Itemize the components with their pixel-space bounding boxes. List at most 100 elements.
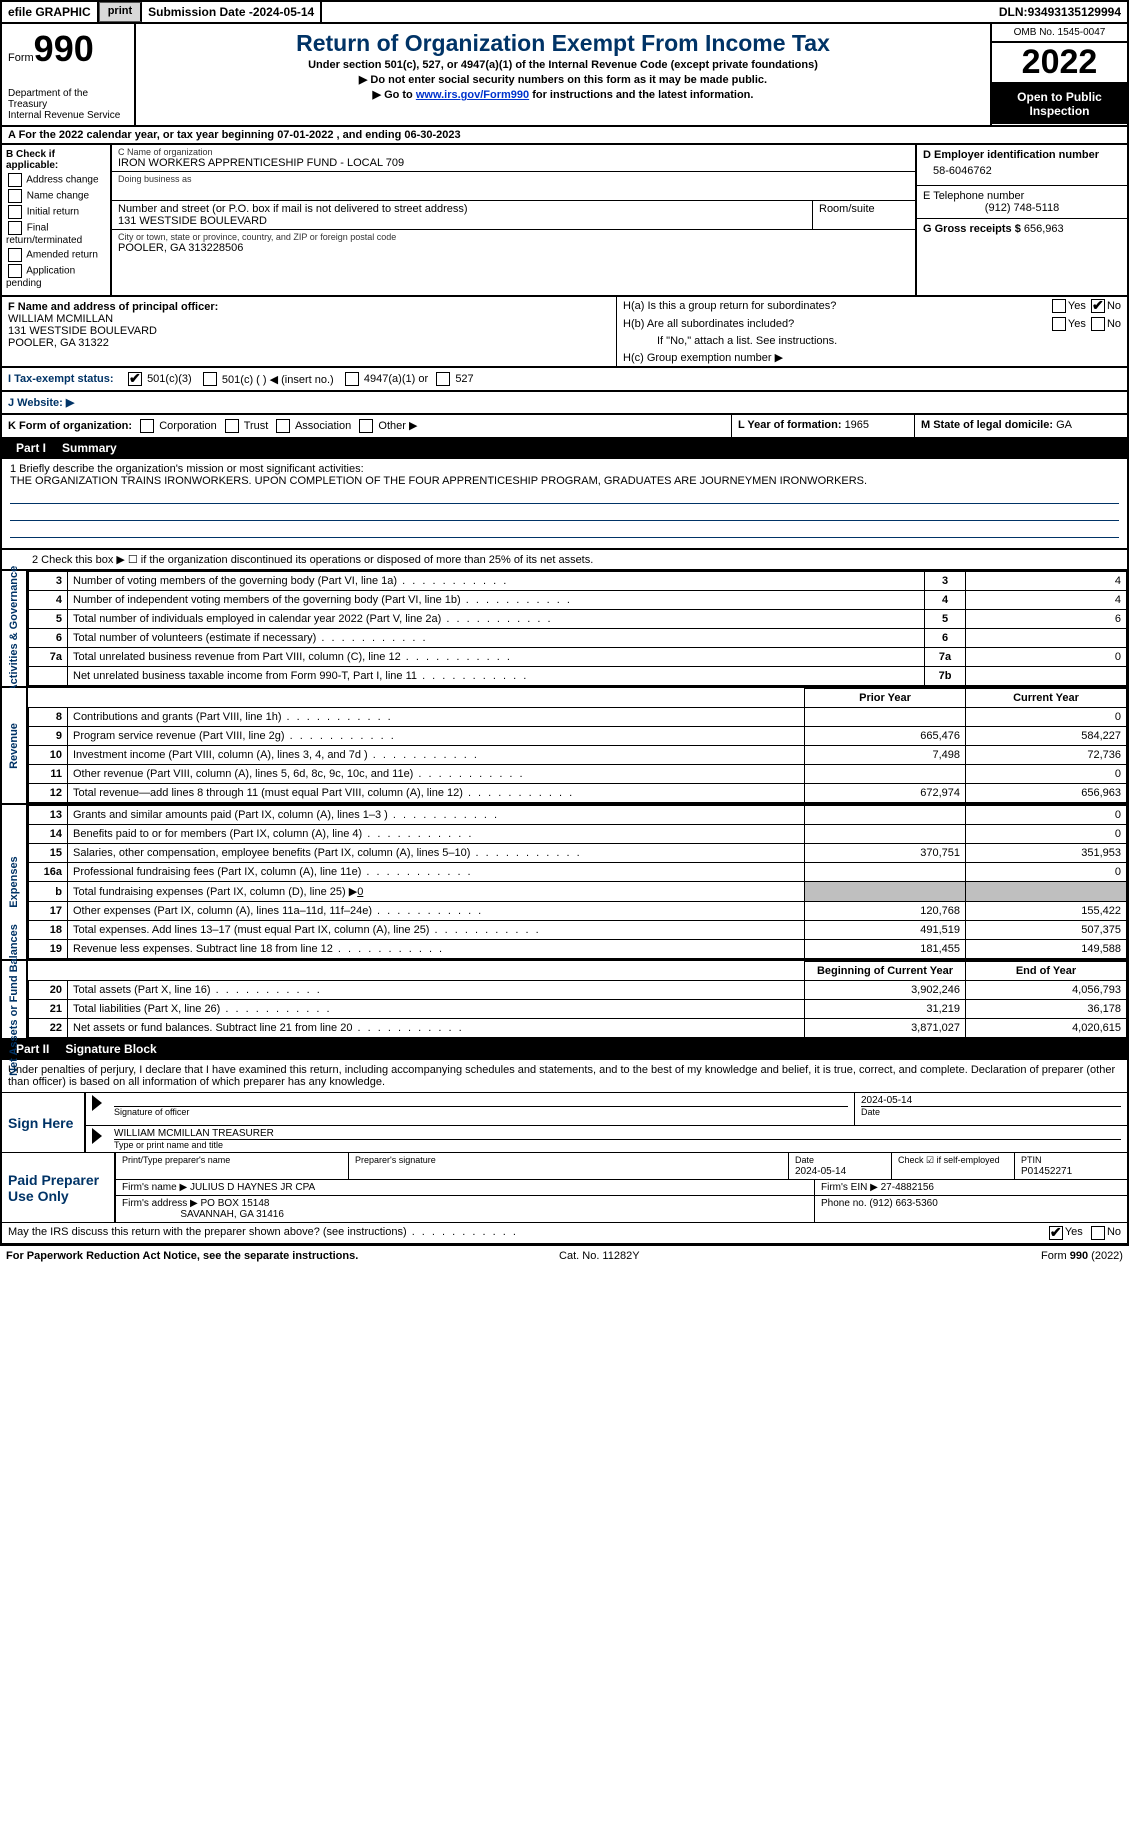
j-label: J Website: ▶ xyxy=(8,396,74,409)
part-1-label: Part I xyxy=(8,441,54,455)
i-4947: 4947(a)(1) or xyxy=(364,373,428,385)
sub-label: Submission Date - xyxy=(148,5,253,19)
addr-label: Number and street (or P.O. box if mail i… xyxy=(118,203,806,215)
omb-number: OMB No. 1545-0047 xyxy=(992,24,1127,43)
sub3-post: for instructions and the latest informat… xyxy=(529,89,753,101)
header-center: Return of Organization Exempt From Incom… xyxy=(136,24,992,125)
part-2-title: Signature Block xyxy=(65,1042,156,1056)
k-label: K Form of organization: xyxy=(8,420,132,432)
header-left: Form990 Department of the Treasury Inter… xyxy=(2,24,136,125)
gross-receipts: 656,963 xyxy=(1024,223,1064,235)
dln-cell: DLN: 93493135129994 xyxy=(993,2,1127,22)
ha-yes: Yes xyxy=(1068,300,1086,312)
chk-amended[interactable] xyxy=(8,248,22,262)
chk-address[interactable] xyxy=(8,173,22,187)
footer-left: For Paperwork Reduction Act Notice, see … xyxy=(6,1250,358,1262)
mission-box: 1 Briefly describe the organization's mi… xyxy=(0,459,1129,550)
section-i: I Tax-exempt status: 501(c)(3) 501(c) ( … xyxy=(0,368,1129,392)
section-j: J Website: ▶ xyxy=(0,392,1129,415)
submission-cell: Submission Date - 2024-05-14 xyxy=(142,2,322,22)
discuss-yes-chk[interactable] xyxy=(1049,1226,1063,1240)
net-label: Net Assets or Fund Balances xyxy=(2,961,28,1038)
subtitle-1: Under section 501(c), 527, or 4947(a)(1)… xyxy=(142,59,984,71)
line-2: 2 Check this box ▶ ☐ if the organization… xyxy=(0,550,1129,571)
i-501c-chk[interactable] xyxy=(203,372,217,386)
hb-note: If "No," attach a list. See instructions… xyxy=(617,333,1127,349)
chk-name[interactable] xyxy=(8,189,22,203)
room-label: Room/suite xyxy=(819,203,909,215)
chk-pending[interactable] xyxy=(8,264,22,278)
firm-name: JULIUS D HAYNES JR CPA xyxy=(190,1182,315,1193)
section-c: C Name of organization IRON WORKERS APPR… xyxy=(112,145,915,295)
street-address: 131 WESTSIDE BOULEVARD xyxy=(118,215,806,227)
section-d-e-g: D Employer identification number 58-6046… xyxy=(915,145,1127,295)
calendar-row: A For the 2022 calendar year, or tax yea… xyxy=(0,127,1129,145)
g-label: G Gross receipts $ xyxy=(923,223,1024,235)
i-501c: 501(c) ( ) ◀ (insert no.) xyxy=(222,373,334,386)
sig-officer-label: Signature of officer xyxy=(114,1106,848,1117)
subtitle-2: ▶ Do not enter social security numbers o… xyxy=(142,73,984,86)
form-label: Form xyxy=(8,52,34,64)
i-label: I Tax-exempt status: xyxy=(8,373,126,385)
ha-no-chk[interactable] xyxy=(1091,299,1105,313)
k-assoc: Association xyxy=(295,420,351,432)
k-assoc-chk[interactable] xyxy=(276,419,290,433)
dln-label: DLN: xyxy=(999,5,1028,19)
prep-sig-label: Preparer's signature xyxy=(355,1155,436,1165)
k-corp-chk[interactable] xyxy=(140,419,154,433)
sub-date: 2024-05-14 xyxy=(253,5,314,19)
hb-yes-chk[interactable] xyxy=(1052,317,1066,331)
opt-address: Address change xyxy=(26,175,98,186)
hb-yes: Yes xyxy=(1068,318,1086,330)
net-section: Net Assets or Fund Balances Beginning of… xyxy=(0,961,1129,1040)
k-other-chk[interactable] xyxy=(359,419,373,433)
l-value: 1965 xyxy=(845,419,869,431)
topbar: efile GRAPHIC print Submission Date - 20… xyxy=(0,0,1129,24)
b-label: B Check if applicable: xyxy=(6,149,106,171)
firm-addr2: SAVANNAH, GA 31416 xyxy=(180,1209,284,1220)
section-b-checkboxes: B Check if applicable: Address change Na… xyxy=(2,145,112,295)
activities-table: 3Number of voting members of the governi… xyxy=(28,571,1127,686)
prep-date-label: Date xyxy=(795,1155,814,1165)
i-4947-chk[interactable] xyxy=(345,372,359,386)
revenue-section: Revenue Prior YearCurrent Year8Contribut… xyxy=(0,688,1129,805)
dept-label: Department of the Treasury Internal Reve… xyxy=(8,88,128,121)
activities-label: Activities & Governance xyxy=(2,571,28,686)
i-501c3-chk[interactable] xyxy=(128,372,142,386)
open-inspection: Open to Public Inspection xyxy=(992,84,1127,124)
efile-label: efile GRAPHIC xyxy=(2,2,99,22)
city-label: City or town, state or province, country… xyxy=(118,232,909,242)
net-table: Beginning of Current YearEnd of Year20To… xyxy=(28,961,1127,1038)
part-1-header: Part I Summary xyxy=(0,439,1129,459)
dba-label: Doing business as xyxy=(118,174,909,184)
discuss-no-chk[interactable] xyxy=(1091,1226,1105,1240)
e-label: E Telephone number xyxy=(923,190,1121,202)
dln-value: 93493135129994 xyxy=(1028,5,1121,19)
d-label: D Employer identification number xyxy=(923,149,1121,161)
firm-name-label: Firm's name ▶ xyxy=(122,1182,190,1193)
footer-right: Form 990 (2022) xyxy=(1041,1250,1123,1262)
print-button[interactable]: print xyxy=(99,2,142,22)
firm-phone-label: Phone no. xyxy=(821,1198,869,1209)
f-label: F Name and address of principal officer: xyxy=(8,301,610,313)
k-trust-chk[interactable] xyxy=(225,419,239,433)
opt-name: Name change xyxy=(27,191,89,202)
section-k: K Form of organization: Corporation Trus… xyxy=(0,415,1129,439)
ha-yes-chk[interactable] xyxy=(1052,299,1066,313)
footer-cat: Cat. No. 11282Y xyxy=(559,1250,640,1262)
firm-phone: (912) 663-5360 xyxy=(869,1198,937,1209)
chk-initial[interactable] xyxy=(8,205,22,219)
chk-final[interactable] xyxy=(8,221,22,235)
i-527-chk[interactable] xyxy=(436,372,450,386)
opt-amended: Amended return xyxy=(26,250,98,261)
paid-preparer-label: Paid Preparer Use Only xyxy=(2,1153,116,1222)
hb-no-chk[interactable] xyxy=(1091,317,1105,331)
declaration-text: Under penalties of perjury, I declare th… xyxy=(2,1060,1127,1093)
prep-name-label: Print/Type preparer's name xyxy=(122,1155,230,1165)
header: Form990 Department of the Treasury Inter… xyxy=(0,24,1129,127)
k-corp: Corporation xyxy=(159,420,216,432)
ha-label: H(a) Is this a group return for subordin… xyxy=(623,300,1050,312)
officer-addr1: 131 WESTSIDE BOULEVARD xyxy=(8,325,610,337)
irs-link[interactable]: www.irs.gov/Form990 xyxy=(416,89,529,101)
tax-year: 2022 xyxy=(992,43,1127,84)
